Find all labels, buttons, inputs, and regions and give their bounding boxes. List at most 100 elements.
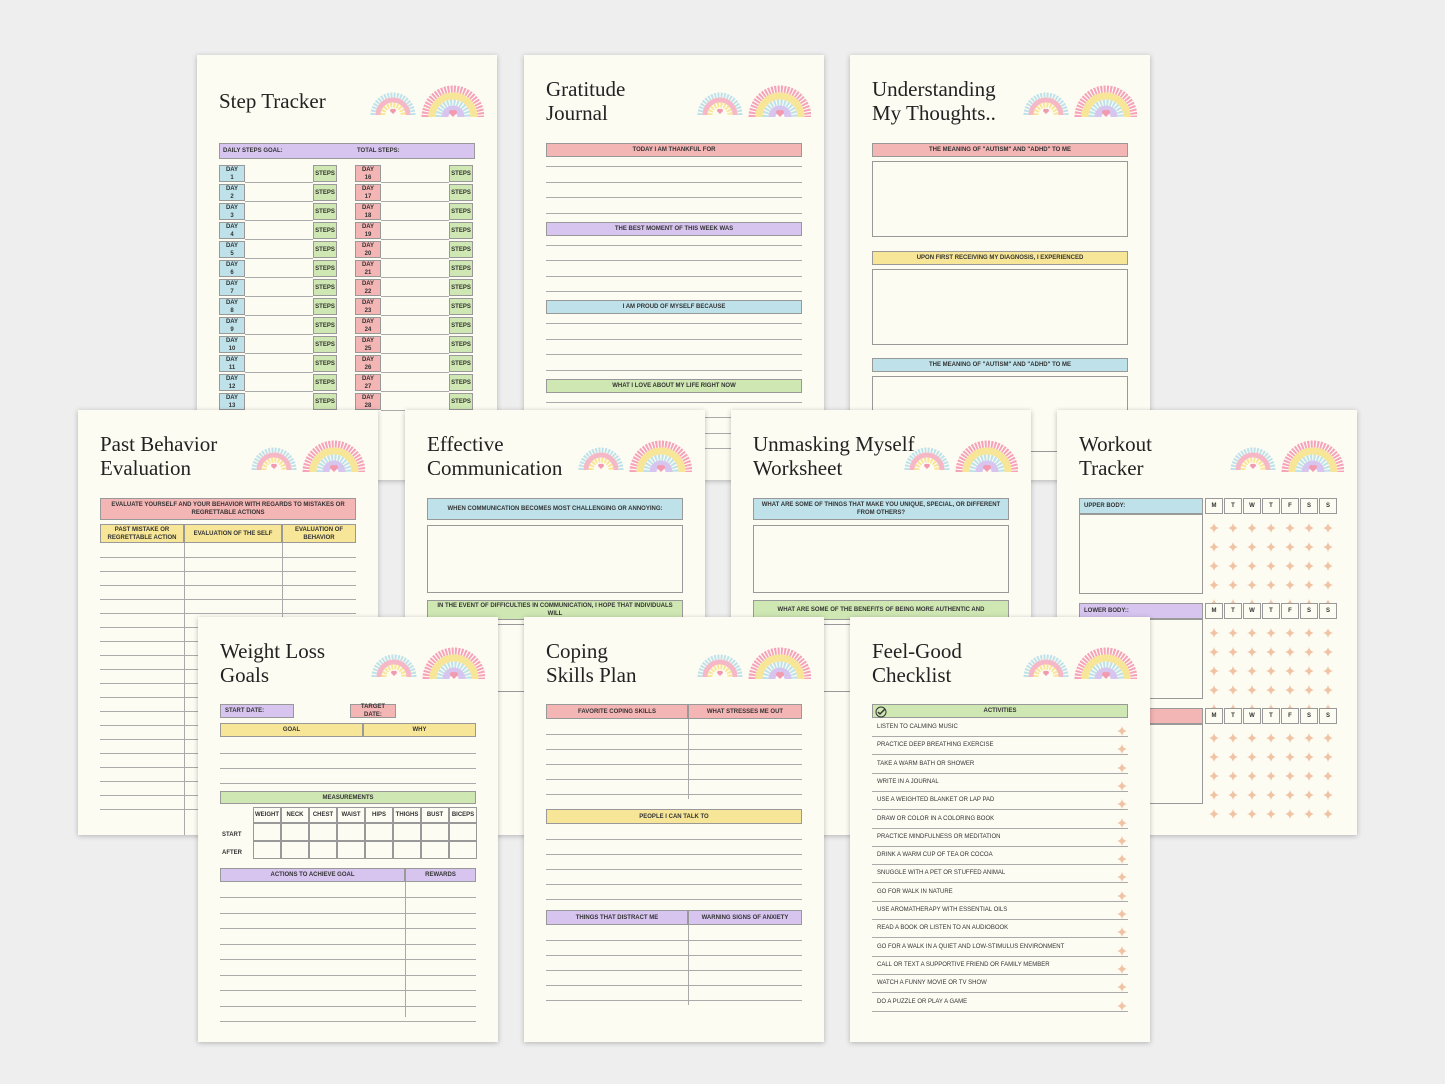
star-icon-svg [1285,733,1295,743]
star-icon [1285,644,1295,662]
star-icon-svg [1323,685,1333,695]
page-title: Unmasking Myself Worksheet [753,432,915,480]
rule-line [220,912,476,914]
star-icon [1228,539,1238,557]
star-icon-svg [1247,733,1257,743]
rule-line [245,239,313,240]
day-label: DAY 1 [219,165,245,182]
day-label: DAY 10 [219,336,245,353]
day-label: T [1224,603,1242,619]
star-icon [1285,730,1295,748]
day-label: T [1224,498,1242,514]
title-line: Weight Loss [220,639,326,663]
star-icon [1117,851,1127,869]
steps-label: STEPS [313,260,337,277]
star-icon [1228,558,1238,576]
write-box [393,823,421,841]
star-icon [1285,682,1295,700]
label-bar: ACTIVITIES [872,704,1128,718]
star-icon-svg [1228,752,1238,762]
star-icon [1304,625,1314,643]
star-icon-svg [1304,628,1314,638]
check-icon [875,705,887,723]
label-bar: START DATE: [220,704,294,718]
star-icon [1117,833,1127,851]
star-icon-svg [1266,685,1276,695]
rule-line [100,599,356,600]
star-icon-svg [1228,647,1238,657]
star-icon-svg [1266,580,1276,590]
write-box [449,841,477,859]
steps-label: STEPS [313,317,337,334]
star-icon-svg [1209,628,1219,638]
star-icon [1247,749,1257,767]
star-icon-svg [1247,542,1257,552]
star-icon [1304,644,1314,662]
title-line: Evaluation [100,456,191,480]
steps-label: STEPS [313,241,337,258]
label-bar: WARNING SIGNS OF ANXIETY [688,910,802,925]
star-icon-svg [1209,647,1219,657]
steps-label: STEPS [313,279,337,296]
label-bar: TODAY I AM THANKFUL FOR [546,143,802,157]
star-icon-svg [1209,809,1219,819]
star-icon-svg [1304,647,1314,657]
day-label: M [1205,603,1223,619]
steps-label: STEPS [313,336,337,353]
rule-line [220,1005,476,1007]
star-icon-svg [1247,580,1257,590]
star-icon [1117,888,1127,906]
star-icon [1209,539,1219,557]
star-icon [1266,663,1276,681]
star-icon [1285,558,1295,576]
star-icon [1266,749,1276,767]
star-icon [1247,682,1257,700]
rule-line [546,734,802,735]
write-box [309,841,337,859]
rule-line [546,940,802,941]
rule-line [220,753,476,754]
rainbow-icon-svg [697,647,812,680]
checklist-item: READ A BOOK OR LISTEN TO AN AUDIOBOOK [877,925,1009,932]
rule-line [100,557,356,558]
rainbow-icon [696,75,812,126]
star-icon [1228,806,1238,824]
rule-line [220,990,476,991]
rainbow-icon-svg [371,647,486,680]
star-icon [1323,768,1333,786]
star-icon [1117,796,1127,814]
measure-label: BICEPS [449,807,477,823]
page-title: Past Behavior Evaluation [100,432,217,480]
write-box [253,823,281,841]
rule-line [245,182,313,183]
star-icon [1323,787,1333,805]
star-icon [1209,520,1219,538]
star-icon [1266,644,1276,662]
label-bar: THE MEANING OF "AUTISM" AND "ADHD" TO ME [872,358,1128,372]
steps-label: STEPS [449,184,473,201]
star-icon [1285,787,1295,805]
rule-line [872,1010,1128,1012]
rainbow-icon-svg [1230,440,1345,473]
star-icon [1323,644,1333,662]
rule-line [245,258,313,259]
page-title: Understanding My Thoughts.. [872,77,996,125]
label-bar: THE BEST MOMENT OF THIS WEEK WAS [546,221,802,236]
rule-line [546,212,802,214]
day-label: DAY 7 [219,279,245,296]
star-icon-svg [1209,685,1219,695]
star-icon-svg [1323,666,1333,676]
star-icon [1323,730,1333,748]
star-icon-svg [1285,685,1295,695]
star-icon-svg [1209,752,1219,762]
write-box [427,525,683,593]
rainbow-icon-svg [251,440,366,473]
star-icon-svg [1247,790,1257,800]
star-icon [1304,768,1314,786]
star-icon [1209,787,1219,805]
star-icon-svg [1323,790,1333,800]
star-icon [1228,625,1238,643]
steps-label: STEPS [313,355,337,372]
star-icon [1247,577,1257,595]
star-icon [1323,577,1333,595]
